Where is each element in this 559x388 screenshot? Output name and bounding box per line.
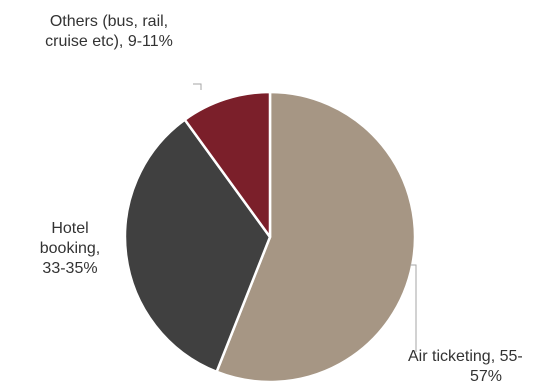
leader-line-air-ticketing [410, 264, 417, 352]
slice-label-others: Others (bus, rail, cruise etc), 9-11% [14, 12, 204, 52]
leader-line-others [193, 83, 202, 90]
slice-label-air-ticketing: Air ticketing, 55- 57% [408, 347, 523, 387]
pie-slice-air-ticketing [215, 90, 417, 384]
slices [123, 90, 417, 384]
slice-label-others-line-2: cruise etc), 9-11% [45, 33, 173, 50]
leader-lines [193, 83, 417, 352]
slice-label-air-ticketing-line-1: Air ticketing, 55- [408, 348, 523, 365]
slice-label-air-ticketing-line-2: 57% [470, 368, 503, 385]
pie-slice-hotel-booking [123, 118, 272, 374]
slice-label-hotel-booking: Hotel booking, 33-35% [28, 219, 112, 279]
slice-label-others-line-1: Others (bus, rail, [49, 13, 169, 30]
slice-label-hotel-booking-line-3: 33-35% [42, 260, 98, 277]
slice-label-hotel-booking-line-1: Hotel [51, 220, 89, 237]
pie-slice-others [183, 90, 272, 239]
slice-label-hotel-booking-line-2: booking, [39, 240, 101, 257]
